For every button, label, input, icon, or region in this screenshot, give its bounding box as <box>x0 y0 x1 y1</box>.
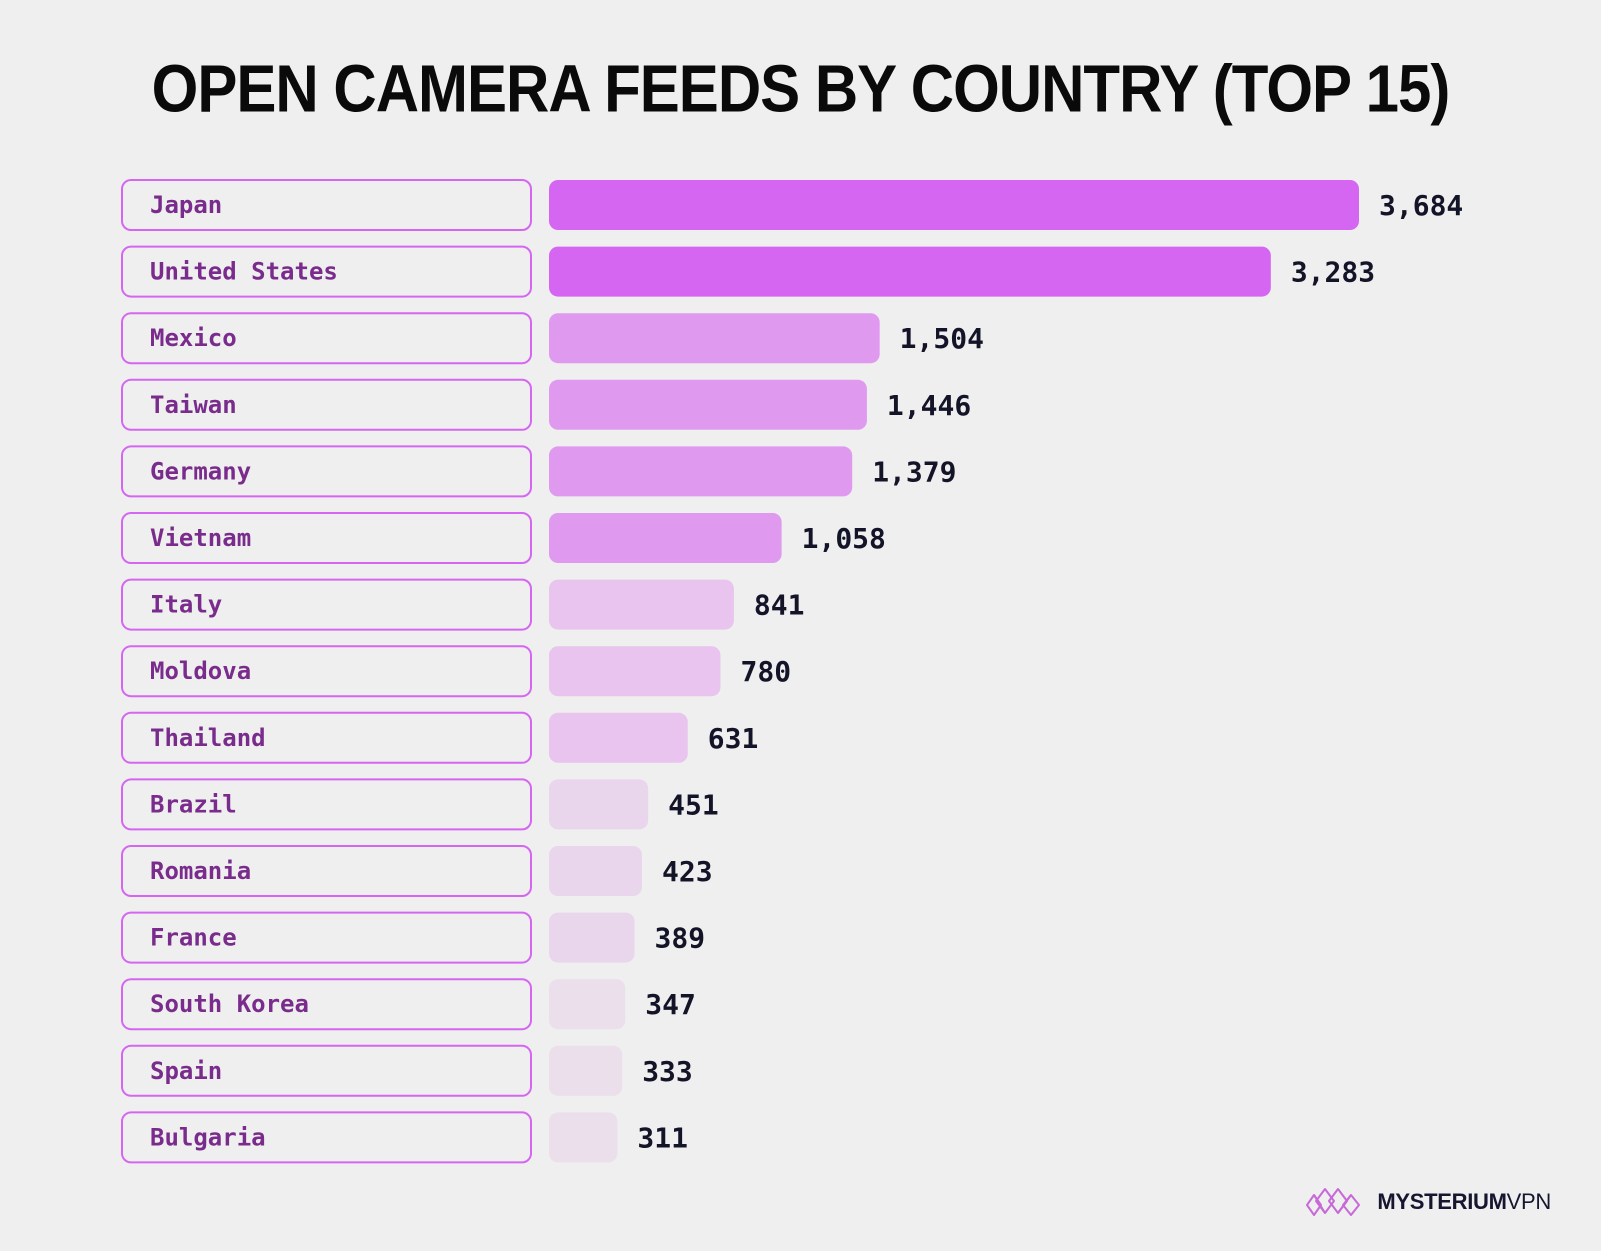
value-label: 451 <box>668 788 719 821</box>
bar <box>549 912 635 963</box>
country-label: Romania <box>150 857 251 885</box>
bar <box>549 712 688 763</box>
value-label: 780 <box>740 655 791 688</box>
brand-name-bold: MYSTERIUM <box>1377 1189 1507 1214</box>
value-label: 631 <box>708 722 759 755</box>
brand-name-light: VPN <box>1506 1189 1552 1214</box>
country-label-box <box>121 445 532 498</box>
bar <box>549 313 880 364</box>
value-label: 3,684 <box>1379 189 1463 222</box>
country-label-box <box>121 845 532 897</box>
bar <box>549 979 626 1030</box>
value-label: 3,283 <box>1291 256 1375 289</box>
value-label: 841 <box>754 589 805 622</box>
value-label: 1,379 <box>872 455 956 488</box>
country-label-box <box>121 911 532 964</box>
country-label-box <box>121 179 532 231</box>
bar <box>549 779 649 830</box>
bar <box>549 1045 623 1096</box>
country-label-box <box>121 1044 532 1097</box>
bar <box>549 180 1359 230</box>
country-label: United States <box>150 258 338 286</box>
country-label: Spain <box>150 1057 222 1085</box>
bar <box>549 1112 618 1163</box>
bar <box>549 579 734 630</box>
country-label-box <box>121 1111 532 1164</box>
value-label: 311 <box>637 1121 688 1154</box>
country-label: South Korea <box>150 990 309 1018</box>
country-label: Mexico <box>150 324 237 352</box>
value-label: 1,504 <box>900 322 984 355</box>
country-label: France <box>150 924 237 952</box>
brand-logo: MYSTERIUMVPN <box>1305 1185 1551 1219</box>
value-label: 347 <box>645 988 696 1021</box>
country-label-box <box>121 312 532 365</box>
bar <box>549 379 867 430</box>
country-label: Taiwan <box>150 391 237 419</box>
country-label-box <box>121 512 532 564</box>
country-label: Vietnam <box>150 524 251 552</box>
country-label: Thailand <box>150 724 266 752</box>
chart-title: OPEN CAMERA FEEDS BY COUNTRY (TOP 15) <box>151 51 1451 127</box>
bar <box>549 446 853 497</box>
value-label: 1,058 <box>802 522 886 555</box>
value-label: 333 <box>642 1055 693 1088</box>
bar <box>549 513 782 563</box>
value-label: 389 <box>655 922 706 955</box>
country-label: Japan <box>150 191 222 219</box>
brand-name: MYSTERIUMVPN <box>1377 1189 1551 1215</box>
country-label: Bulgaria <box>150 1123 266 1151</box>
country-label-box <box>121 978 532 1031</box>
value-label: 1,446 <box>887 389 971 422</box>
country-label: Brazil <box>150 790 237 818</box>
country-label-box <box>121 245 532 298</box>
bar <box>549 246 1271 297</box>
country-label: Italy <box>150 591 222 619</box>
bar <box>549 646 721 697</box>
country-label-box <box>121 578 532 631</box>
country-label-box <box>121 711 532 764</box>
value-label: 423 <box>662 855 713 888</box>
country-label-box <box>121 778 532 831</box>
country-label-box <box>121 645 532 698</box>
bar <box>549 846 643 896</box>
mysterium-logo-icon <box>1306 1188 1361 1216</box>
country-label-box <box>121 378 532 431</box>
country-label: Germany <box>150 457 251 485</box>
country-label: Moldova <box>150 657 251 685</box>
